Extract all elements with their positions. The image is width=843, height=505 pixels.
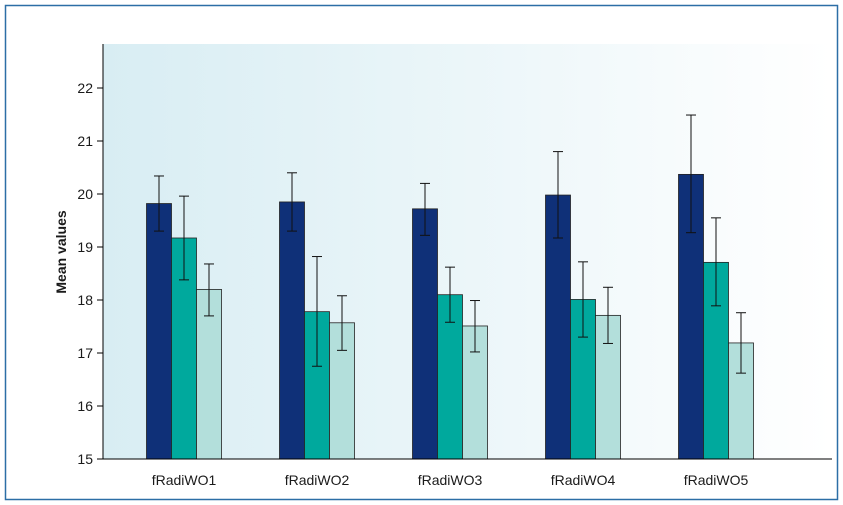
- bar-series-1-fRadiWO1: [146, 203, 172, 460]
- bar-series-3-fRadiWO1: [196, 288, 222, 460]
- x-labels-layer: fRadiWO1 fRadiWO2 fRadiWO3 fRadiWO4 fRadiWO5: [152, 472, 749, 488]
- y-ticks-layer: 15 16 17 18 19 20 21 22: [77, 80, 103, 467]
- x-category-label: fRadiWO3: [418, 472, 483, 488]
- y-tick-label: 17: [77, 345, 93, 361]
- error-bars-layer: [154, 114, 746, 374]
- figure-border: [4, 4, 839, 501]
- y-tick-label: 20: [77, 186, 93, 202]
- bar-series-1-fRadiWO2: [279, 201, 305, 460]
- x-category-label: fRadiWO2: [285, 472, 350, 488]
- y-tick-label: 22: [77, 80, 93, 96]
- y-tick-label: 15: [77, 451, 93, 467]
- y-axis-title: Mean values: [53, 210, 69, 293]
- y-tick-label: 19: [77, 239, 93, 255]
- x-category-label: fRadiWO1: [152, 472, 217, 488]
- x-category-label: fRadiWO4: [551, 472, 616, 488]
- y-tick-label: 18: [77, 292, 93, 308]
- y-tick-label: 16: [77, 398, 93, 414]
- bar-series-1-fRadiWO3: [412, 208, 438, 460]
- x-category-label: fRadiWO5: [684, 472, 749, 488]
- y-tick-label: 21: [77, 133, 93, 149]
